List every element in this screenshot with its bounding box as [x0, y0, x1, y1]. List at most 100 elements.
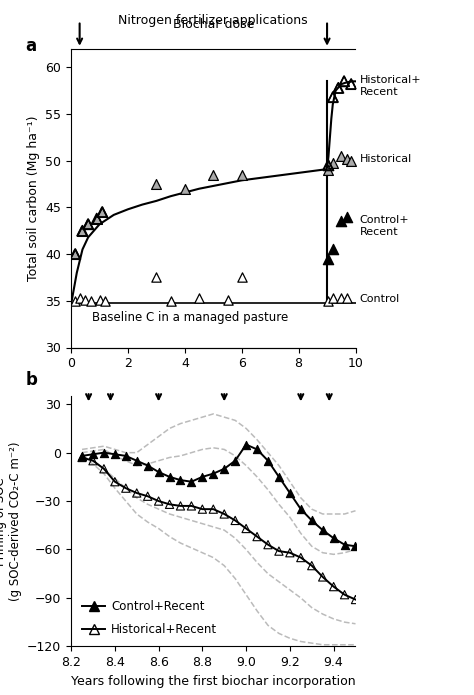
Y-axis label: Priming of SOC
(g SOC-derived CO₂-C m⁻²): Priming of SOC (g SOC-derived CO₂-C m⁻²): [0, 441, 22, 601]
Point: [199, 471, 206, 482]
Point: [220, 464, 228, 475]
Point: [286, 547, 294, 558]
X-axis label: Nitrogen fertilizer applications: Nitrogen fertilizer applications: [118, 14, 308, 26]
Point: [79, 225, 86, 236]
Point: [155, 466, 163, 477]
Point: [84, 219, 92, 230]
Point: [343, 154, 351, 165]
Point: [275, 471, 283, 482]
Point: [275, 546, 283, 557]
Point: [335, 82, 342, 93]
Point: [199, 504, 206, 515]
Text: Baseline C in a managed pasture: Baseline C in a managed pasture: [92, 311, 289, 324]
Point: [330, 581, 337, 592]
Point: [238, 169, 246, 180]
Text: b: b: [26, 371, 37, 389]
Text: Control: Control: [360, 294, 400, 304]
Point: [78, 452, 86, 463]
Point: [122, 482, 129, 493]
Point: [337, 151, 345, 162]
Point: [72, 249, 79, 260]
Point: [210, 169, 217, 180]
Point: [297, 552, 305, 563]
Point: [308, 560, 316, 571]
Point: [72, 295, 79, 306]
Point: [100, 447, 108, 458]
Point: [177, 475, 184, 486]
Y-axis label: Total soil carbon (Mg ha⁻¹): Total soil carbon (Mg ha⁻¹): [27, 115, 40, 281]
Point: [133, 487, 140, 498]
Point: [286, 487, 294, 498]
Point: [166, 471, 173, 482]
Point: [231, 455, 239, 466]
Point: [99, 206, 106, 218]
Point: [329, 92, 337, 103]
Point: [78, 450, 86, 461]
Point: [341, 589, 348, 600]
Point: [181, 183, 189, 195]
Point: [111, 476, 118, 487]
Point: [319, 571, 327, 582]
Point: [347, 155, 355, 166]
Point: [352, 541, 359, 552]
Point: [84, 219, 92, 230]
Point: [144, 491, 152, 502]
Point: [343, 211, 351, 222]
Point: [297, 504, 305, 515]
Point: [166, 499, 173, 510]
Point: [337, 293, 345, 304]
Point: [329, 157, 337, 168]
Legend: Control+Recent, Historical+Recent: Control+Recent, Historical+Recent: [77, 596, 222, 641]
Text: Historical+
Recent: Historical+ Recent: [360, 75, 421, 97]
Point: [177, 500, 184, 512]
Point: [330, 532, 337, 543]
Point: [101, 295, 109, 306]
Point: [341, 539, 348, 550]
Point: [325, 165, 332, 176]
Point: [87, 295, 95, 306]
Point: [188, 476, 195, 487]
Point: [224, 294, 231, 305]
Text: Biochar dose: Biochar dose: [173, 17, 254, 31]
Point: [210, 504, 217, 515]
Text: Control+
Recent: Control+ Recent: [360, 215, 410, 237]
Point: [133, 455, 140, 466]
Point: [242, 439, 250, 450]
Point: [195, 293, 203, 304]
Point: [253, 444, 261, 455]
Point: [264, 539, 272, 550]
Point: [144, 460, 152, 471]
X-axis label: Years following the first biochar incorporation: Years following the first biochar incorp…: [71, 675, 356, 687]
Point: [253, 531, 261, 542]
Point: [325, 253, 332, 264]
Point: [111, 449, 118, 460]
Point: [93, 213, 100, 224]
Point: [343, 293, 351, 304]
Point: [238, 272, 246, 283]
Point: [96, 294, 103, 305]
Point: [167, 295, 174, 306]
Point: [89, 455, 97, 466]
Point: [325, 295, 332, 306]
Point: [99, 206, 106, 218]
Point: [188, 500, 195, 512]
Text: Historical: Historical: [360, 154, 412, 164]
Point: [155, 496, 163, 507]
Point: [347, 79, 355, 90]
Point: [93, 213, 100, 224]
Point: [100, 464, 108, 475]
Point: [308, 515, 316, 526]
Point: [264, 455, 272, 466]
Point: [352, 594, 359, 605]
Point: [242, 523, 250, 534]
Point: [325, 160, 332, 171]
Point: [153, 272, 160, 283]
Point: [329, 293, 337, 304]
Point: [89, 449, 97, 460]
Point: [153, 179, 160, 190]
Point: [220, 509, 228, 520]
Point: [337, 216, 345, 227]
Point: [76, 293, 83, 304]
Point: [210, 468, 217, 479]
Point: [72, 249, 79, 260]
